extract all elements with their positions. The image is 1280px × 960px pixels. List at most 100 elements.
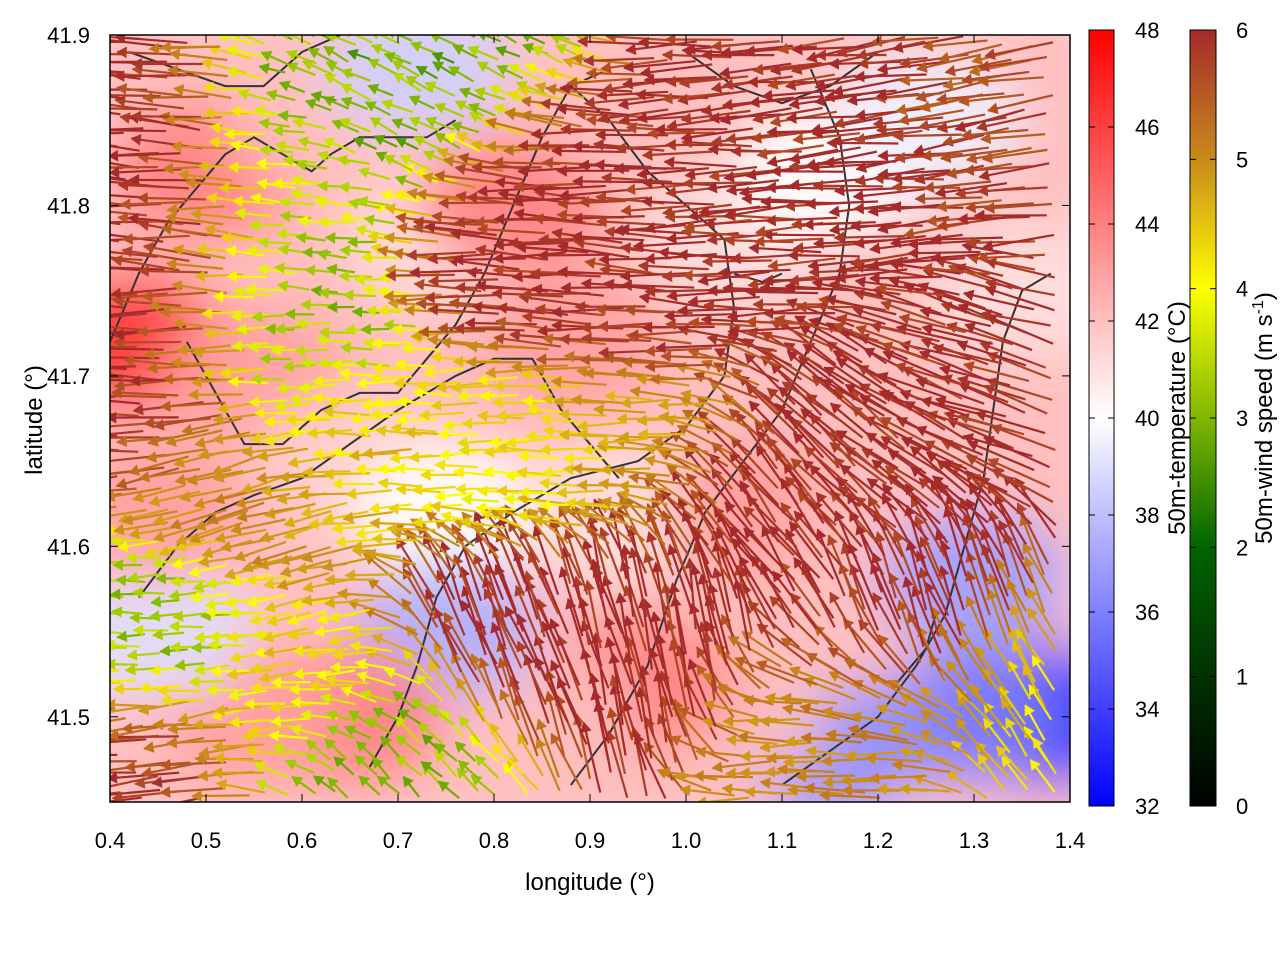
wind-vector-head [799,702,812,715]
wind-vector-head [121,722,133,735]
wind-vector-head [49,440,58,450]
wind-vector-shaft [535,191,605,203]
wind-vector-shaft [829,442,888,485]
wind-vector-head [815,492,827,504]
wind-vector-shaft [785,284,858,292]
wind-vector-head [174,659,186,671]
wind-vector-head [113,523,125,536]
wind-vector-shaft [681,127,754,140]
wind-vector-head [794,315,807,327]
wind-vector-shaft [867,495,904,558]
wind-vector-shaft [834,235,905,239]
wind-vector-head [581,443,593,456]
wind-vector-shaft [985,281,1055,297]
wind-vector-head [844,384,857,395]
wind-vector-shaft [606,35,674,42]
wind-vector-head [149,664,161,676]
wind-vector-head [550,375,562,388]
wind-vector-head [422,366,434,379]
wind-vector-head [88,103,97,113]
wind-vector-shaft [966,240,1035,244]
wind-vector-head [257,236,269,249]
wind-vector-head [394,462,406,475]
wind-vector-head [52,130,61,140]
wind-vector-head [285,49,298,61]
wind-vector-head [110,386,122,399]
wind-vector-head [511,270,523,283]
wind-vector-shaft [872,36,939,43]
wind-vector-head [453,23,463,32]
wind-vector-head [490,621,502,634]
wind-vector-shaft [770,320,835,350]
wind-vector-head [973,209,985,222]
wind-vector-head [584,257,596,270]
wind-vector-shaft [919,536,950,602]
wind-vector-head [600,496,612,509]
wind-vector-head [745,286,756,298]
wind-vector-shaft [425,294,496,299]
wind-vector-head [440,511,452,523]
wind-vector-head [253,761,266,773]
wind-vector-head [110,287,122,300]
wind-vector-head [195,243,207,255]
wind-vector-shaft [932,475,989,524]
wind-vector-head [981,240,994,252]
wind-vector-shaft [110,705,143,713]
wind-vector-head [964,570,977,582]
wind-vector-shaft [988,573,1012,634]
wind-vector-head [165,435,177,447]
wind-vector-head [268,701,280,714]
wind-vector-head [743,506,755,518]
wind-vector-head [833,231,845,244]
wind-vector-shaft [910,466,969,513]
wind-vector-shaft [828,671,881,700]
wind-vector-shaft [428,308,499,315]
wind-vector-head [426,252,438,265]
wind-vector-shaft [806,150,878,168]
wind-vector-shaft [771,170,844,173]
wind-vector-head [558,429,570,441]
wind-vector-head [228,716,240,728]
wind-vector-head [628,329,639,341]
wind-vector-head [980,309,993,321]
wind-vector-shaft [813,184,884,188]
wind-vector-head [599,463,611,476]
wind-vector-head [128,464,141,476]
wind-vector-head [294,344,305,357]
wind-vector-head [381,99,394,111]
wind-vector-head [52,296,62,306]
wind-vector-head [456,436,468,449]
wind-vector-head [383,231,395,244]
wind-vector-shaft [815,492,863,548]
wind-vector-head [329,661,340,674]
wind-vector-head [110,535,121,548]
wind-vector-shaft [681,230,750,238]
wind-vector-shaft [944,506,968,577]
wind-vector-shaft [685,472,732,526]
wind-vector-head [960,128,972,141]
wind-vector-head [54,333,63,343]
wind-vector-shaft [605,616,633,685]
wind-vector-head [129,375,141,387]
wind-vector-head [425,511,438,523]
wind-vector-head [612,224,624,237]
wind-vector-head [368,502,380,514]
wind-vector-head [618,489,630,501]
wind-vector-shaft [475,247,546,261]
wind-vector-shaft [982,233,1055,249]
wind-vector-shaft [798,355,858,401]
wind-vector-shaft [858,619,905,674]
wind-vector-shaft [110,39,164,48]
wind-vector-shaft [877,373,947,399]
wind-vector-shaft [741,630,793,666]
wind-vector-head [537,507,550,519]
wind-vector-head [619,544,632,556]
wind-vector-head [456,132,469,143]
wind-vector-head [354,658,367,670]
wind-vector-head [534,81,547,94]
wind-vector-head [742,694,754,707]
wind-vector-head [789,520,801,533]
wind-vector-shaft [981,133,1046,141]
wind-vector-head [274,322,286,335]
wind-vector-shaft [891,205,964,209]
